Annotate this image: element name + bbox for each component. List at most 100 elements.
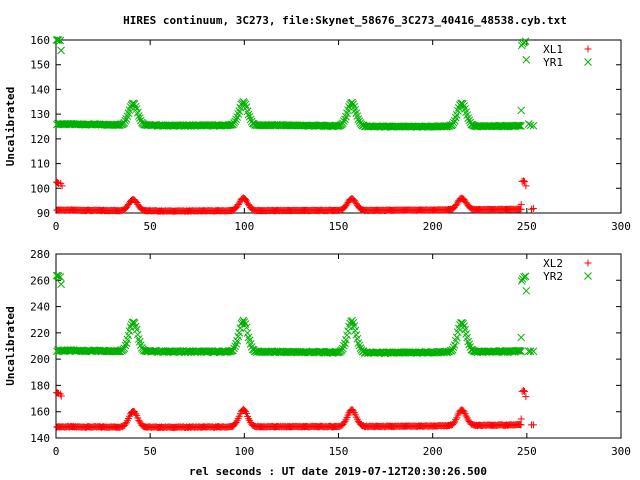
data-point: [465, 340, 474, 349]
data-point: [354, 115, 363, 123]
legend-marker: [584, 259, 592, 267]
data-point: [131, 102, 140, 111]
data-point: [522, 182, 530, 190]
data-point: [133, 330, 142, 339]
data-point: [519, 177, 527, 185]
data-point: [517, 415, 525, 423]
data-point: [514, 121, 522, 130]
top-plot-panel: 0 50 100 150 200 250 300 90 100 110 120 130 140 150 16…: [4, 34, 631, 233]
data-point: [232, 115, 240, 124]
data-point: [444, 121, 453, 130]
data-point: [521, 387, 529, 395]
data-point: [240, 318, 249, 326]
x-axis-label: rel seconds : UT date 2019-07-12T20:30:2…: [189, 465, 487, 478]
data-point: [526, 347, 535, 356]
data-point: [521, 37, 530, 46]
bottom-plot-panel: 0 50 100 150 200 250 300 140 160 180 200 220 240 260 2…: [4, 248, 631, 458]
data-point: [230, 344, 238, 353]
legend-marker: [584, 272, 592, 280]
data-point: [122, 115, 131, 123]
data-point: [521, 178, 529, 186]
x-tick-label: 0: [53, 445, 60, 458]
data-point: [332, 348, 341, 357]
data-point: [452, 416, 460, 424]
x-tick-label: 50: [144, 445, 157, 458]
x-tick-label: 250: [517, 220, 537, 233]
y-tick-label: 140: [30, 83, 50, 96]
data-point: [529, 347, 538, 356]
y-tick-label: 280: [30, 248, 50, 261]
data-point: [349, 100, 358, 108]
data-point: [459, 100, 467, 108]
x-tick-label: 150: [329, 445, 349, 458]
data-point: [57, 392, 65, 400]
data-point: [338, 344, 347, 353]
data-point: [453, 414, 461, 422]
series-XL2: [53, 387, 537, 432]
data-point: [520, 273, 528, 281]
x-tick-label: 200: [423, 220, 443, 233]
data-point: [519, 387, 527, 395]
data-point: [460, 102, 468, 110]
data-point: [341, 115, 349, 124]
data-point: [340, 341, 348, 350]
data-point: [448, 345, 457, 354]
data-point: [521, 272, 530, 281]
data-point: [529, 121, 538, 130]
data-point: [526, 121, 535, 130]
data-point: [342, 335, 350, 344]
data-point: [58, 182, 66, 190]
y-axis-label: Uncalibrated: [4, 87, 17, 166]
data-point: [134, 335, 143, 343]
data-point: [448, 120, 457, 129]
data-point: [130, 100, 139, 108]
data-point: [120, 344, 129, 353]
data-point: [242, 409, 250, 417]
y-tick-label: 150: [30, 59, 50, 72]
data-point: [444, 347, 453, 356]
data-point: [515, 121, 523, 130]
y-tick-label: 130: [30, 108, 50, 121]
y-tick-label: 260: [30, 274, 50, 287]
y-axis-label: Uncalibrated: [4, 306, 17, 385]
series-YR2: [52, 271, 538, 358]
data-point: [338, 119, 347, 128]
data-point: [54, 179, 62, 187]
data-point: [517, 277, 526, 285]
data-point: [245, 112, 254, 121]
data-point: [349, 407, 357, 415]
y-tick-label: 110: [30, 158, 50, 171]
data-point: [529, 421, 537, 429]
x-tick-label: 100: [234, 220, 254, 233]
data-point: [517, 106, 526, 115]
data-point: [57, 46, 65, 55]
data-point: [235, 328, 244, 337]
series-YR1: [52, 36, 538, 131]
legend-marker: [584, 58, 592, 66]
data-point: [464, 337, 473, 346]
data-point: [348, 316, 357, 325]
y-tick-label: 240: [30, 301, 50, 314]
legend-label: XL1: [543, 43, 563, 56]
data-point: [57, 280, 65, 289]
x-tick-label: 300: [611, 445, 631, 458]
x-tick-label: 200: [423, 445, 443, 458]
data-point: [56, 273, 65, 281]
legend-label: YR2: [543, 270, 563, 283]
data-point: [231, 342, 239, 351]
x-tick-label: 300: [611, 220, 631, 233]
data-point: [340, 117, 348, 126]
data-point: [449, 343, 458, 352]
data-point: [344, 327, 352, 335]
data-point: [121, 341, 130, 350]
y-tick-label: 100: [30, 182, 50, 195]
data-point: [354, 339, 363, 347]
y-tick-label: 160: [30, 406, 50, 419]
data-point: [464, 114, 473, 123]
y-tick-label: 220: [30, 327, 50, 340]
data-point: [355, 341, 364, 350]
data-point: [229, 346, 237, 355]
legend-marker: [584, 45, 592, 53]
data-point: [54, 272, 63, 281]
